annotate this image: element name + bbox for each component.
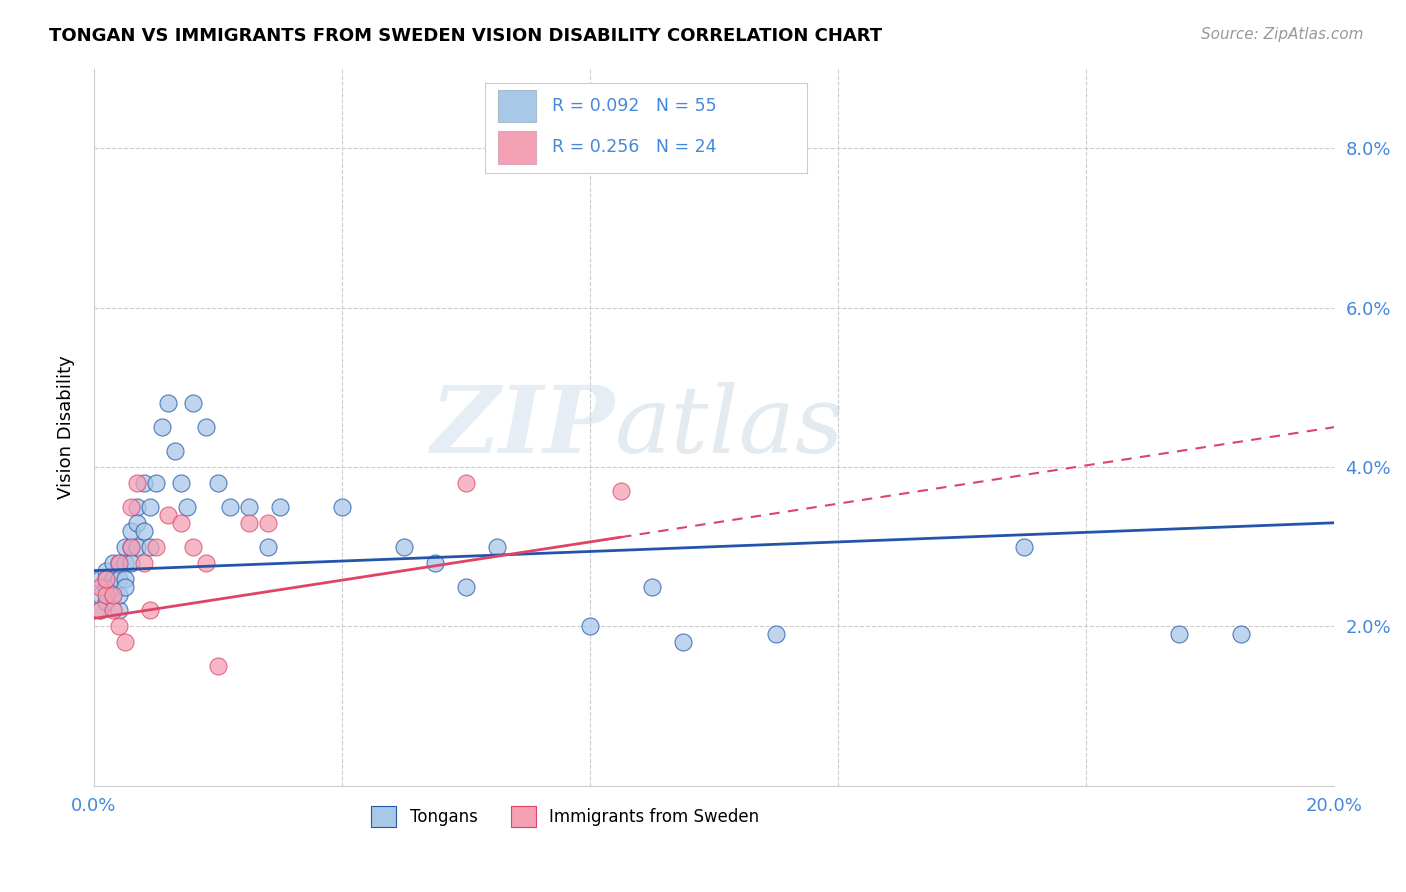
Point (194, 556, 217, 570)
Point (207, 475, 229, 490)
Point (423, 556, 446, 570)
Point (145, 540, 167, 554)
Point (672, 635, 695, 649)
Point (207, 659, 229, 673)
Point (120, 556, 142, 570)
Point (454, 475, 477, 490)
Point (150, 420, 173, 434)
Point (132, 524, 155, 538)
Point (127, 516, 149, 530)
Point (139, 500, 162, 514)
Point (89, 580, 111, 594)
Point (127, 500, 149, 514)
Point (163, 444, 186, 458)
Point (176, 500, 198, 514)
Point (89, 572, 111, 586)
Text: atlas: atlas (614, 382, 845, 472)
Point (610, 483, 633, 498)
Point (107, 556, 129, 570)
Point (157, 508, 180, 522)
Point (96, 587, 118, 601)
Point (238, 516, 260, 530)
Point (132, 556, 155, 570)
Point (330, 500, 353, 514)
Point (139, 540, 162, 554)
Point (96, 595, 118, 609)
Point (114, 556, 136, 570)
Point (101, 580, 124, 594)
Point (107, 587, 129, 601)
Legend: Tongans, Immigrants from Sweden: Tongans, Immigrants from Sweden (363, 797, 768, 835)
Point (127, 540, 149, 554)
Point (107, 556, 129, 570)
Point (170, 516, 193, 530)
Text: Source: ZipAtlas.com: Source: ZipAtlas.com (1201, 27, 1364, 42)
Point (96, 572, 118, 586)
Point (454, 580, 477, 594)
Point (107, 572, 129, 586)
Point (107, 619, 129, 633)
Point (139, 603, 162, 617)
Point (96, 580, 118, 594)
Point (238, 500, 260, 514)
Point (170, 475, 193, 490)
Point (641, 580, 664, 594)
Point (132, 475, 155, 490)
Point (256, 516, 278, 530)
Point (101, 580, 124, 594)
Text: ZIP: ZIP (430, 382, 614, 472)
Point (120, 540, 142, 554)
Point (219, 500, 242, 514)
Point (269, 500, 291, 514)
Point (89, 603, 111, 617)
Point (96, 564, 118, 578)
Y-axis label: Vision Disability: Vision Disability (58, 355, 75, 499)
Point (101, 572, 124, 586)
Point (101, 587, 124, 601)
Point (194, 420, 217, 434)
Point (114, 635, 136, 649)
Point (765, 627, 787, 641)
Point (127, 475, 149, 490)
Point (579, 619, 602, 633)
Point (114, 572, 136, 586)
Point (96, 572, 118, 586)
Point (486, 540, 509, 554)
Point (120, 540, 142, 554)
Point (181, 540, 204, 554)
Point (181, 396, 204, 410)
Point (120, 524, 142, 538)
Point (107, 603, 129, 617)
Point (89, 587, 111, 601)
Point (101, 556, 124, 570)
Point (392, 540, 415, 554)
Point (114, 540, 136, 554)
Point (120, 500, 142, 514)
Point (256, 540, 278, 554)
Point (101, 603, 124, 617)
Point (114, 580, 136, 594)
Point (157, 396, 180, 410)
Point (1012, 540, 1035, 554)
Point (1230, 627, 1253, 641)
Point (89, 603, 111, 617)
Point (1168, 627, 1191, 641)
Point (145, 475, 167, 490)
Point (101, 587, 124, 601)
Text: TONGAN VS IMMIGRANTS FROM SWEDEN VISION DISABILITY CORRELATION CHART: TONGAN VS IMMIGRANTS FROM SWEDEN VISION … (49, 27, 883, 45)
